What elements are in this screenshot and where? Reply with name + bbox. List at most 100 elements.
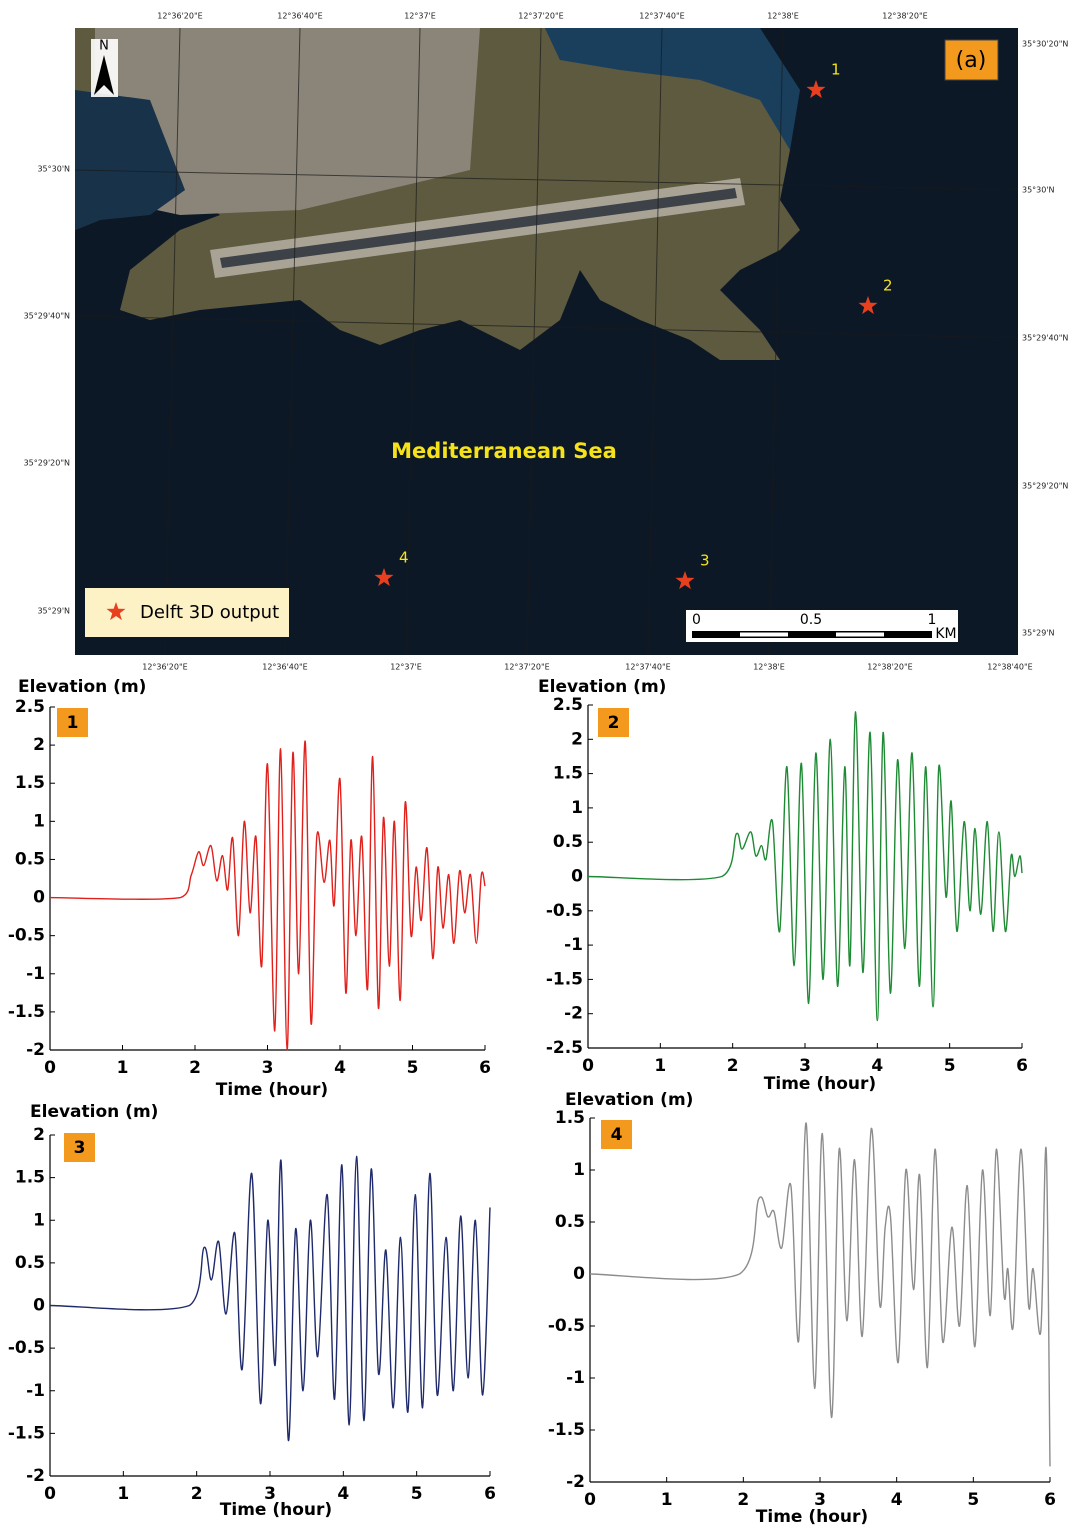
y-tick-label: -1.5 (8, 1423, 45, 1443)
series-line (50, 1156, 490, 1440)
y-tick-label: -1 (564, 935, 583, 955)
station-label: 1 (831, 61, 841, 79)
lon-label: 12°36'20"E (157, 12, 202, 21)
body: N (a) Mediterranean Sea Delft 3D output … (0, 0, 1075, 1526)
lon-label: 12°37'E (390, 663, 422, 672)
lat-label: 35°29'40"N (1022, 334, 1068, 343)
y-tick-label: 2 (33, 735, 45, 755)
x-tick-label: 6 (484, 1484, 496, 1504)
scale-bar-segment (740, 633, 788, 637)
lat-label: 35°30'N (1022, 186, 1055, 195)
y-axis-title: Elevation (m) (538, 677, 666, 697)
sea-label: Mediterranean Sea (391, 439, 617, 463)
x-tick-label: 6 (479, 1058, 491, 1078)
y-tick-label: -2 (564, 1004, 583, 1024)
x-tick-label: 5 (967, 1490, 979, 1510)
y-tick-label: 0.5 (553, 832, 583, 852)
x-tick-label: 4 (891, 1490, 903, 1510)
map: N (a) Mediterranean Sea Delft 3D output (75, 28, 1018, 655)
station-label: 3 (700, 552, 710, 570)
line-chart: -2-1.5-1-0.500.511.522.50123456Elevation… (8, 677, 491, 1100)
x-tick-label: 0 (44, 1484, 56, 1504)
x-tick-label: 2 (191, 1484, 203, 1504)
lon-label: 12°36'40"E (277, 12, 322, 21)
y-tick-label: -1 (26, 1381, 45, 1401)
y-axis-title: Elevation (m) (565, 1090, 693, 1110)
lon-label: 12°37'E (404, 12, 436, 21)
north-label: N (99, 39, 109, 54)
lon-label: 12°38'E (753, 663, 785, 672)
lon-label: 12°37'40"E (625, 663, 670, 672)
y-tick-label: -1.5 (8, 1002, 45, 1022)
series-line (50, 741, 485, 1050)
lat-label: 35°30'N (37, 165, 70, 174)
lat-label: 35°30'20"N (1022, 40, 1068, 49)
x-tick-label: 1 (661, 1490, 673, 1510)
y-tick-label: 2.5 (15, 697, 45, 717)
panel-label: 1 (67, 713, 79, 733)
x-tick-label: 2 (737, 1490, 749, 1510)
scale-label: 0 (692, 612, 701, 628)
y-tick-label: -2 (566, 1472, 585, 1492)
x-axis-title: Time (hour) (220, 1500, 332, 1520)
y-tick-label: -1.5 (546, 969, 583, 989)
lon-label: 12°37'40"E (639, 12, 684, 21)
lat-label: 35°29'40"N (24, 312, 70, 321)
x-tick-label: 1 (117, 1058, 129, 1078)
y-axis-title: Elevation (m) (30, 1102, 158, 1122)
lon-label: 12°37'20"E (504, 663, 549, 672)
y-tick-label: 1 (33, 811, 45, 831)
y-tick-label: 1.5 (555, 1108, 585, 1128)
y-tick-label: 0.5 (15, 1253, 45, 1273)
y-tick-label: 2 (571, 729, 583, 749)
x-tick-label: 4 (871, 1056, 883, 1076)
lon-label: 12°38'40"E (987, 663, 1032, 672)
lon-label: 12°36'40"E (262, 663, 307, 672)
y-tick-label: 0 (573, 1264, 585, 1284)
station-label: 2 (883, 277, 893, 295)
y-tick-label: 2 (33, 1125, 45, 1145)
lat-label: 35°29'20"N (1022, 482, 1068, 491)
x-tick-label: 5 (407, 1058, 419, 1078)
lon-label: 12°38'E (767, 12, 799, 21)
y-tick-label: 1 (571, 798, 583, 818)
lon-label: 12°38'20"E (882, 12, 927, 21)
y-tick-label: 0 (33, 1296, 45, 1316)
panel-label: (a) (956, 48, 987, 73)
x-tick-label: 3 (799, 1056, 811, 1076)
y-tick-label: -2.5 (546, 1038, 583, 1058)
y-tick-label: 0 (33, 888, 45, 908)
y-tick-label: 1.5 (553, 764, 583, 784)
x-tick-label: 1 (117, 1484, 129, 1504)
series-line (588, 712, 1022, 1021)
x-axis-title: Time (hour) (764, 1074, 876, 1094)
scale-label: KM (935, 626, 956, 642)
x-tick-label: 5 (944, 1056, 956, 1076)
y-tick-label: 1 (573, 1160, 585, 1180)
y-tick-label: -1 (566, 1368, 585, 1388)
x-tick-label: 1 (654, 1056, 666, 1076)
x-tick-label: 2 (189, 1058, 201, 1078)
y-tick-label: -0.5 (8, 926, 45, 946)
x-tick-label: 3 (262, 1058, 274, 1078)
y-tick-label: 1.5 (15, 1168, 45, 1188)
x-axis-title: Time (hour) (216, 1080, 328, 1100)
y-tick-label: 0.5 (15, 849, 45, 869)
y-tick-label: -1 (26, 964, 45, 984)
y-tick-label: 1.5 (15, 773, 45, 793)
panel-label: 2 (608, 713, 620, 733)
scale-bar (692, 631, 932, 638)
y-axis-title: Elevation (m) (18, 677, 146, 697)
page: {"map": {"panel_label": "(a)", "sea_labe… (0, 0, 1075, 1526)
lat-label: 35°29'N (37, 607, 70, 616)
scale-label: 0.5 (800, 612, 822, 628)
x-tick-label: 6 (1016, 1056, 1028, 1076)
x-tick-label: 6 (1044, 1490, 1056, 1510)
y-tick-label: 0 (571, 867, 583, 887)
lon-label: 12°38'20"E (867, 663, 912, 672)
lat-label: 35°29'N (1022, 629, 1055, 638)
panel-label: 3 (74, 1138, 86, 1158)
